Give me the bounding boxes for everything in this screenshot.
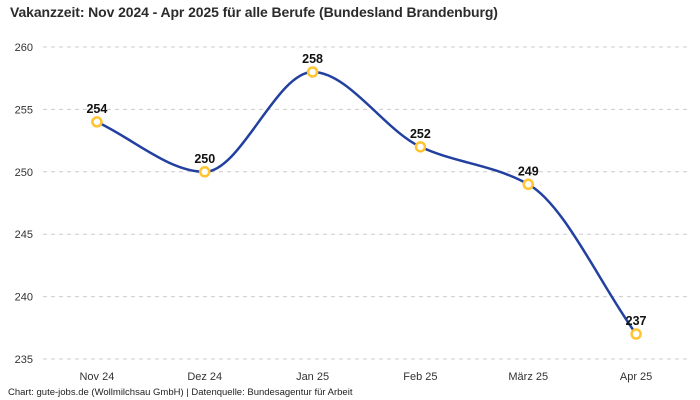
data-point-label: 250 xyxy=(194,152,215,166)
x-axis-tick-label: Jan 25 xyxy=(296,371,329,383)
x-axis-tick-label: März 25 xyxy=(508,371,548,383)
data-point-marker[interactable] xyxy=(414,141,427,153)
y-axis-tick-label: 240 xyxy=(15,292,33,304)
chart-source-credit: Chart: gute-jobs.de (Wollmilchsau GmbH) … xyxy=(8,387,353,398)
data-point-marker[interactable] xyxy=(91,116,103,128)
y-axis-tick-label: 245 xyxy=(15,229,33,241)
data-point-label: 252 xyxy=(410,127,431,141)
x-axis-tick-label: Apr 25 xyxy=(620,371,652,383)
x-axis-tick-label: Feb 25 xyxy=(403,371,437,383)
data-point-marker[interactable] xyxy=(199,166,211,178)
data-point-label: 258 xyxy=(302,52,323,66)
y-axis-tick-label: 255 xyxy=(15,104,33,116)
data-point-label: 254 xyxy=(86,102,107,116)
y-axis-tick-label: 235 xyxy=(15,354,33,366)
y-axis-tick-label: 250 xyxy=(15,167,33,179)
series-line xyxy=(95,70,638,336)
data-point-marker[interactable] xyxy=(522,178,534,191)
data-point-marker[interactable] xyxy=(306,66,319,78)
data-point-label: 237 xyxy=(626,314,647,328)
data-point-label: 249 xyxy=(518,164,539,178)
data-point-marker[interactable] xyxy=(630,328,642,340)
x-axis-tick-label: Nov 24 xyxy=(79,371,114,383)
x-axis-tick-label: Dez 24 xyxy=(187,371,222,383)
y-axis-tick-label: 260 xyxy=(15,42,33,54)
chart-title: Vakanzzeit: Nov 2024 - Apr 2025 für alle… xyxy=(10,4,498,20)
